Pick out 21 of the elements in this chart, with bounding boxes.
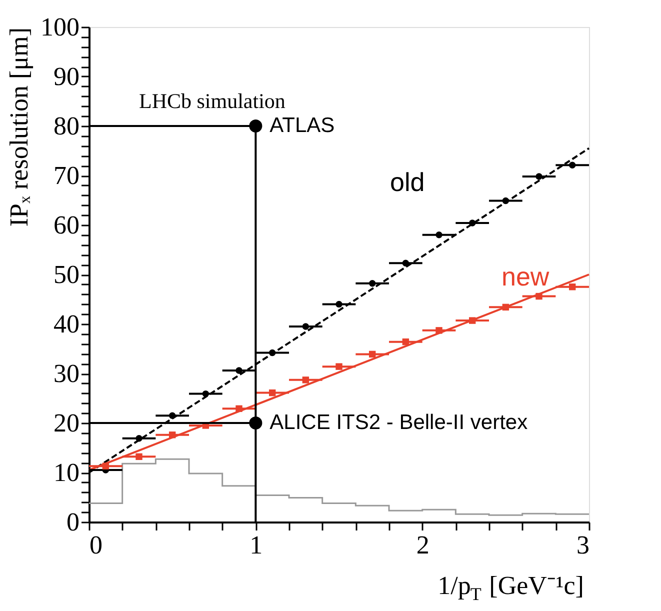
- y-tick-label: 20: [54, 408, 80, 438]
- x-tick-label: 1: [250, 530, 263, 560]
- annotation: LHCb simulation: [139, 89, 286, 113]
- x-tick-label: 3: [576, 530, 590, 560]
- x-tick-label: 0: [90, 530, 102, 560]
- y-tick-label: 60: [54, 210, 80, 240]
- y-tick-label: 50: [54, 260, 80, 289]
- series-label: old: [390, 167, 425, 198]
- y-tick-label: 10: [54, 458, 80, 487]
- y-tick-label: 70: [54, 161, 80, 190]
- y-axis-title: IPₓ resolution [μm]: [4, 28, 34, 227]
- y-tick-label: 100: [40, 12, 80, 42]
- y-tick-label: 0: [66, 508, 80, 536]
- y-tick-label: 90: [54, 62, 80, 91]
- series-label: new: [501, 262, 550, 292]
- y-tick-label: 30: [54, 359, 80, 388]
- y-tick-label: 40: [54, 310, 80, 338]
- annotation: ALICE ITS2 - Belle-II vertex: [270, 411, 528, 434]
- x-tick-label: 2: [416, 530, 430, 560]
- annotation: ATLAS: [270, 114, 335, 137]
- y-tick-label: 80: [54, 112, 80, 140]
